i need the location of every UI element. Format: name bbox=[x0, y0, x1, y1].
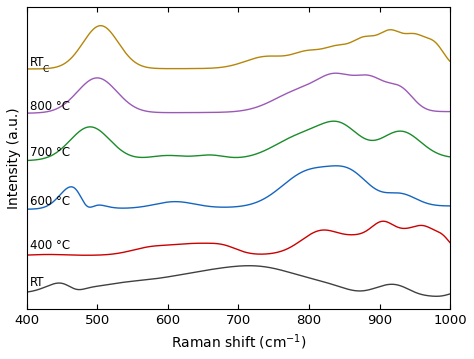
Text: 400 °C: 400 °C bbox=[30, 239, 70, 252]
X-axis label: Raman shift (cm$^{-1}$): Raman shift (cm$^{-1}$) bbox=[171, 332, 306, 352]
Text: C: C bbox=[42, 65, 48, 74]
Text: 800 °C: 800 °C bbox=[30, 100, 70, 113]
Text: 700 °C: 700 °C bbox=[30, 146, 70, 159]
Text: RT: RT bbox=[30, 276, 45, 289]
Text: RT: RT bbox=[30, 56, 45, 69]
Text: 600 °C: 600 °C bbox=[30, 195, 70, 208]
Y-axis label: Intensity (a.u.): Intensity (a.u.) bbox=[7, 107, 21, 209]
